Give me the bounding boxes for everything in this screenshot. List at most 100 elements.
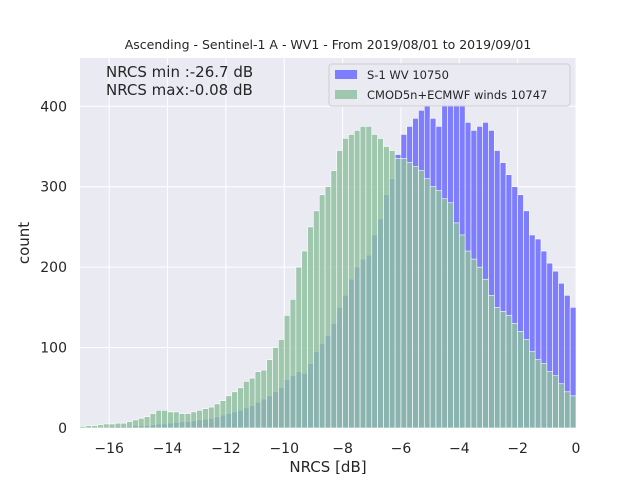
legend-swatch-cmod5n (335, 90, 357, 99)
histogram-bars (79, 89, 577, 429)
histogram-bar (266, 359, 273, 429)
histogram-bar (283, 315, 291, 429)
histogram-bar (412, 166, 419, 429)
histogram-bar (219, 400, 227, 429)
histogram-bar (365, 126, 373, 429)
histogram-bar (231, 391, 238, 429)
y-tick-label: 0 (58, 421, 67, 437)
histogram-bar (564, 391, 571, 429)
histogram-bar (569, 395, 577, 429)
y-tick-label: 300 (40, 180, 67, 196)
x-tick-label: −14 (153, 441, 183, 457)
histogram-bar (202, 408, 209, 429)
histogram-bar (97, 424, 104, 429)
histogram-bar (324, 186, 332, 429)
histogram-bar (173, 411, 180, 429)
histogram-bar (103, 423, 110, 429)
histogram-bar (418, 170, 425, 429)
histogram-bar (295, 266, 303, 429)
x-tick-label: −10 (269, 441, 299, 457)
histogram-bar (377, 138, 384, 429)
histogram-bar (388, 150, 396, 429)
histogram-bar (330, 170, 338, 429)
histogram-bar (225, 395, 233, 429)
x-tick-label: −2 (507, 441, 528, 457)
histogram-bar (470, 258, 478, 429)
histogram-bar (108, 423, 116, 429)
x-tick-label: −4 (449, 441, 470, 457)
histogram-bar (190, 411, 198, 429)
histogram-bar (383, 146, 390, 429)
histogram-bar (138, 418, 145, 429)
histogram-bar (184, 413, 192, 429)
histogram-bar (348, 134, 355, 429)
histogram-bar (546, 371, 553, 429)
tick-labels: −16 −14 −12 −10 −8 −6 −4 −2 0 0 100 200 300 400 (40, 99, 580, 457)
histogram-bar (494, 307, 501, 429)
histogram-bar (558, 383, 565, 429)
x-axis-label: NRCS [dB] (289, 458, 366, 476)
histogram-bar (278, 339, 285, 429)
histogram-bar (307, 226, 314, 429)
histogram-bar (453, 222, 460, 429)
legend: S-1 WV 10750 CMOD5n+ECMWF winds 10747 (328, 63, 571, 107)
histogram-bar (260, 369, 268, 429)
histogram-bar (505, 315, 513, 429)
histogram-bar (406, 162, 413, 429)
legend-label-s1-wv: S-1 WV 10750 (367, 68, 449, 82)
x-tick-label: −8 (332, 441, 353, 457)
histogram-bar (248, 377, 256, 429)
y-tick-label: 100 (40, 341, 67, 357)
histogram-bar (213, 403, 221, 429)
histogram-bar (540, 363, 548, 429)
y-tick-label: 400 (40, 99, 67, 115)
histogram-bar (441, 198, 448, 429)
histogram-bar (400, 158, 408, 429)
histogram-bar (353, 130, 361, 429)
y-tick-label: 200 (40, 260, 67, 276)
histogram-bar (149, 413, 157, 429)
histogram-bar (85, 425, 92, 429)
histogram-bar (336, 150, 343, 429)
histogram-bar (482, 278, 489, 429)
x-tick-label: −12 (211, 441, 241, 457)
histogram-bar (552, 375, 559, 429)
histogram-bar (126, 421, 133, 429)
histogram-bar (301, 250, 308, 429)
histogram-bar (523, 339, 530, 429)
histogram-bar (511, 323, 518, 429)
histogram-bar (243, 381, 250, 429)
histogram-bar (423, 178, 431, 429)
histogram-bar (359, 126, 367, 429)
histogram-bar (394, 158, 402, 429)
annotation-nrcs-max: NRCS max:-0.08 dB (106, 81, 253, 99)
histogram-bar (534, 359, 542, 429)
histogram-bar (161, 410, 168, 429)
x-tick-label: 0 (572, 441, 581, 457)
histogram-bar (447, 202, 454, 429)
series-1-bars (79, 126, 577, 429)
x-tick-label: −16 (94, 441, 124, 457)
legend-box (328, 63, 571, 107)
histogram-bar (272, 347, 279, 429)
histogram-bar (435, 190, 443, 429)
histogram-bar (237, 387, 244, 429)
histogram-bar (79, 426, 87, 429)
histogram-bar (289, 299, 297, 429)
legend-label-cmod5n: CMOD5n+ECMWF winds 10747 (367, 88, 547, 102)
histogram-bar (342, 138, 349, 429)
y-axis-label: count (15, 222, 33, 264)
histogram-bar (196, 410, 203, 429)
histogram-bar (155, 410, 162, 429)
histogram-bar (208, 406, 215, 429)
histogram-bar (114, 422, 122, 429)
histogram-bar (91, 425, 98, 429)
histogram-bar (488, 294, 495, 429)
histogram-bar (318, 194, 326, 429)
histogram-bar (371, 134, 378, 429)
histogram-bar (529, 351, 536, 429)
histogram-bar (167, 411, 174, 429)
histogram-bar (178, 413, 186, 429)
histogram-bar (476, 266, 483, 429)
